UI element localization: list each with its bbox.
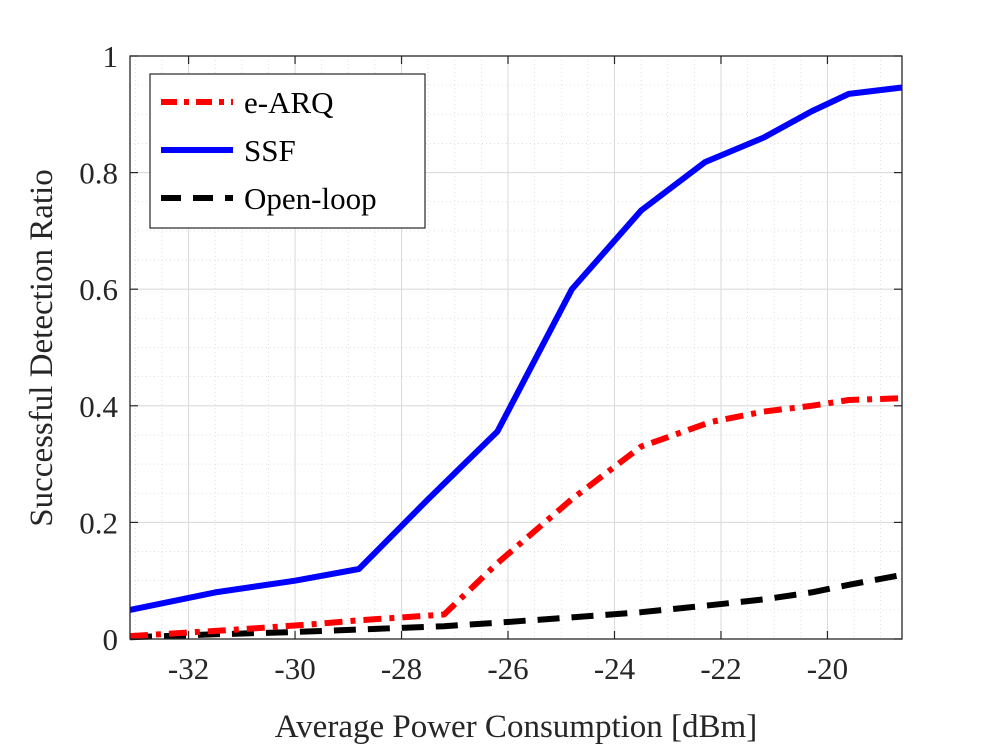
series-line-e-arq — [129, 395, 903, 640]
y-axis-label: Successful Detection Ratio — [24, 169, 60, 526]
series-line-open-loop — [129, 571, 903, 641]
x-tick-label: -32 — [168, 651, 209, 686]
y-tick-label: 0 — [103, 622, 119, 657]
x-tick-label: -24 — [594, 651, 636, 686]
legend-label-e-arq: e-ARQ — [244, 85, 334, 120]
legend-label-ssf: SSF — [244, 133, 296, 168]
x-tick-label: -30 — [274, 651, 315, 686]
legend-entry-e-arq: e-ARQ — [161, 85, 334, 120]
tick-labels: -32 -30 -28 -26 -24 -22 -20 0 0.2 0.4 0.6 0.8 1 — [79, 39, 848, 686]
legend-entry-ssf: SSF — [161, 133, 296, 168]
x-tick-label: -26 — [487, 651, 528, 686]
y-tick-label: 1 — [103, 39, 119, 74]
series-layer — [129, 84, 903, 641]
y-tick-label: 0.2 — [79, 505, 118, 540]
legend-label-open-loop: Open-loop — [244, 181, 377, 216]
x-tick-label: -28 — [381, 651, 422, 686]
plot-frame — [129, 55, 903, 640]
y-tick-label: 0.6 — [79, 272, 118, 307]
y-tick-label: 0.4 — [79, 389, 118, 424]
axis-ticks — [130, 55, 902, 640]
series-line-ssf — [129, 84, 903, 613]
legend: e-ARQ SSF Open-loop — [149, 73, 426, 229]
x-tick-label: -22 — [700, 651, 741, 686]
x-tick-label: -20 — [807, 651, 848, 686]
x-axis-label: Average Power Consumption [dBm] — [275, 709, 757, 745]
y-tick-label: 0.8 — [79, 156, 118, 191]
legend-entry-open-loop: Open-loop — [161, 181, 377, 216]
